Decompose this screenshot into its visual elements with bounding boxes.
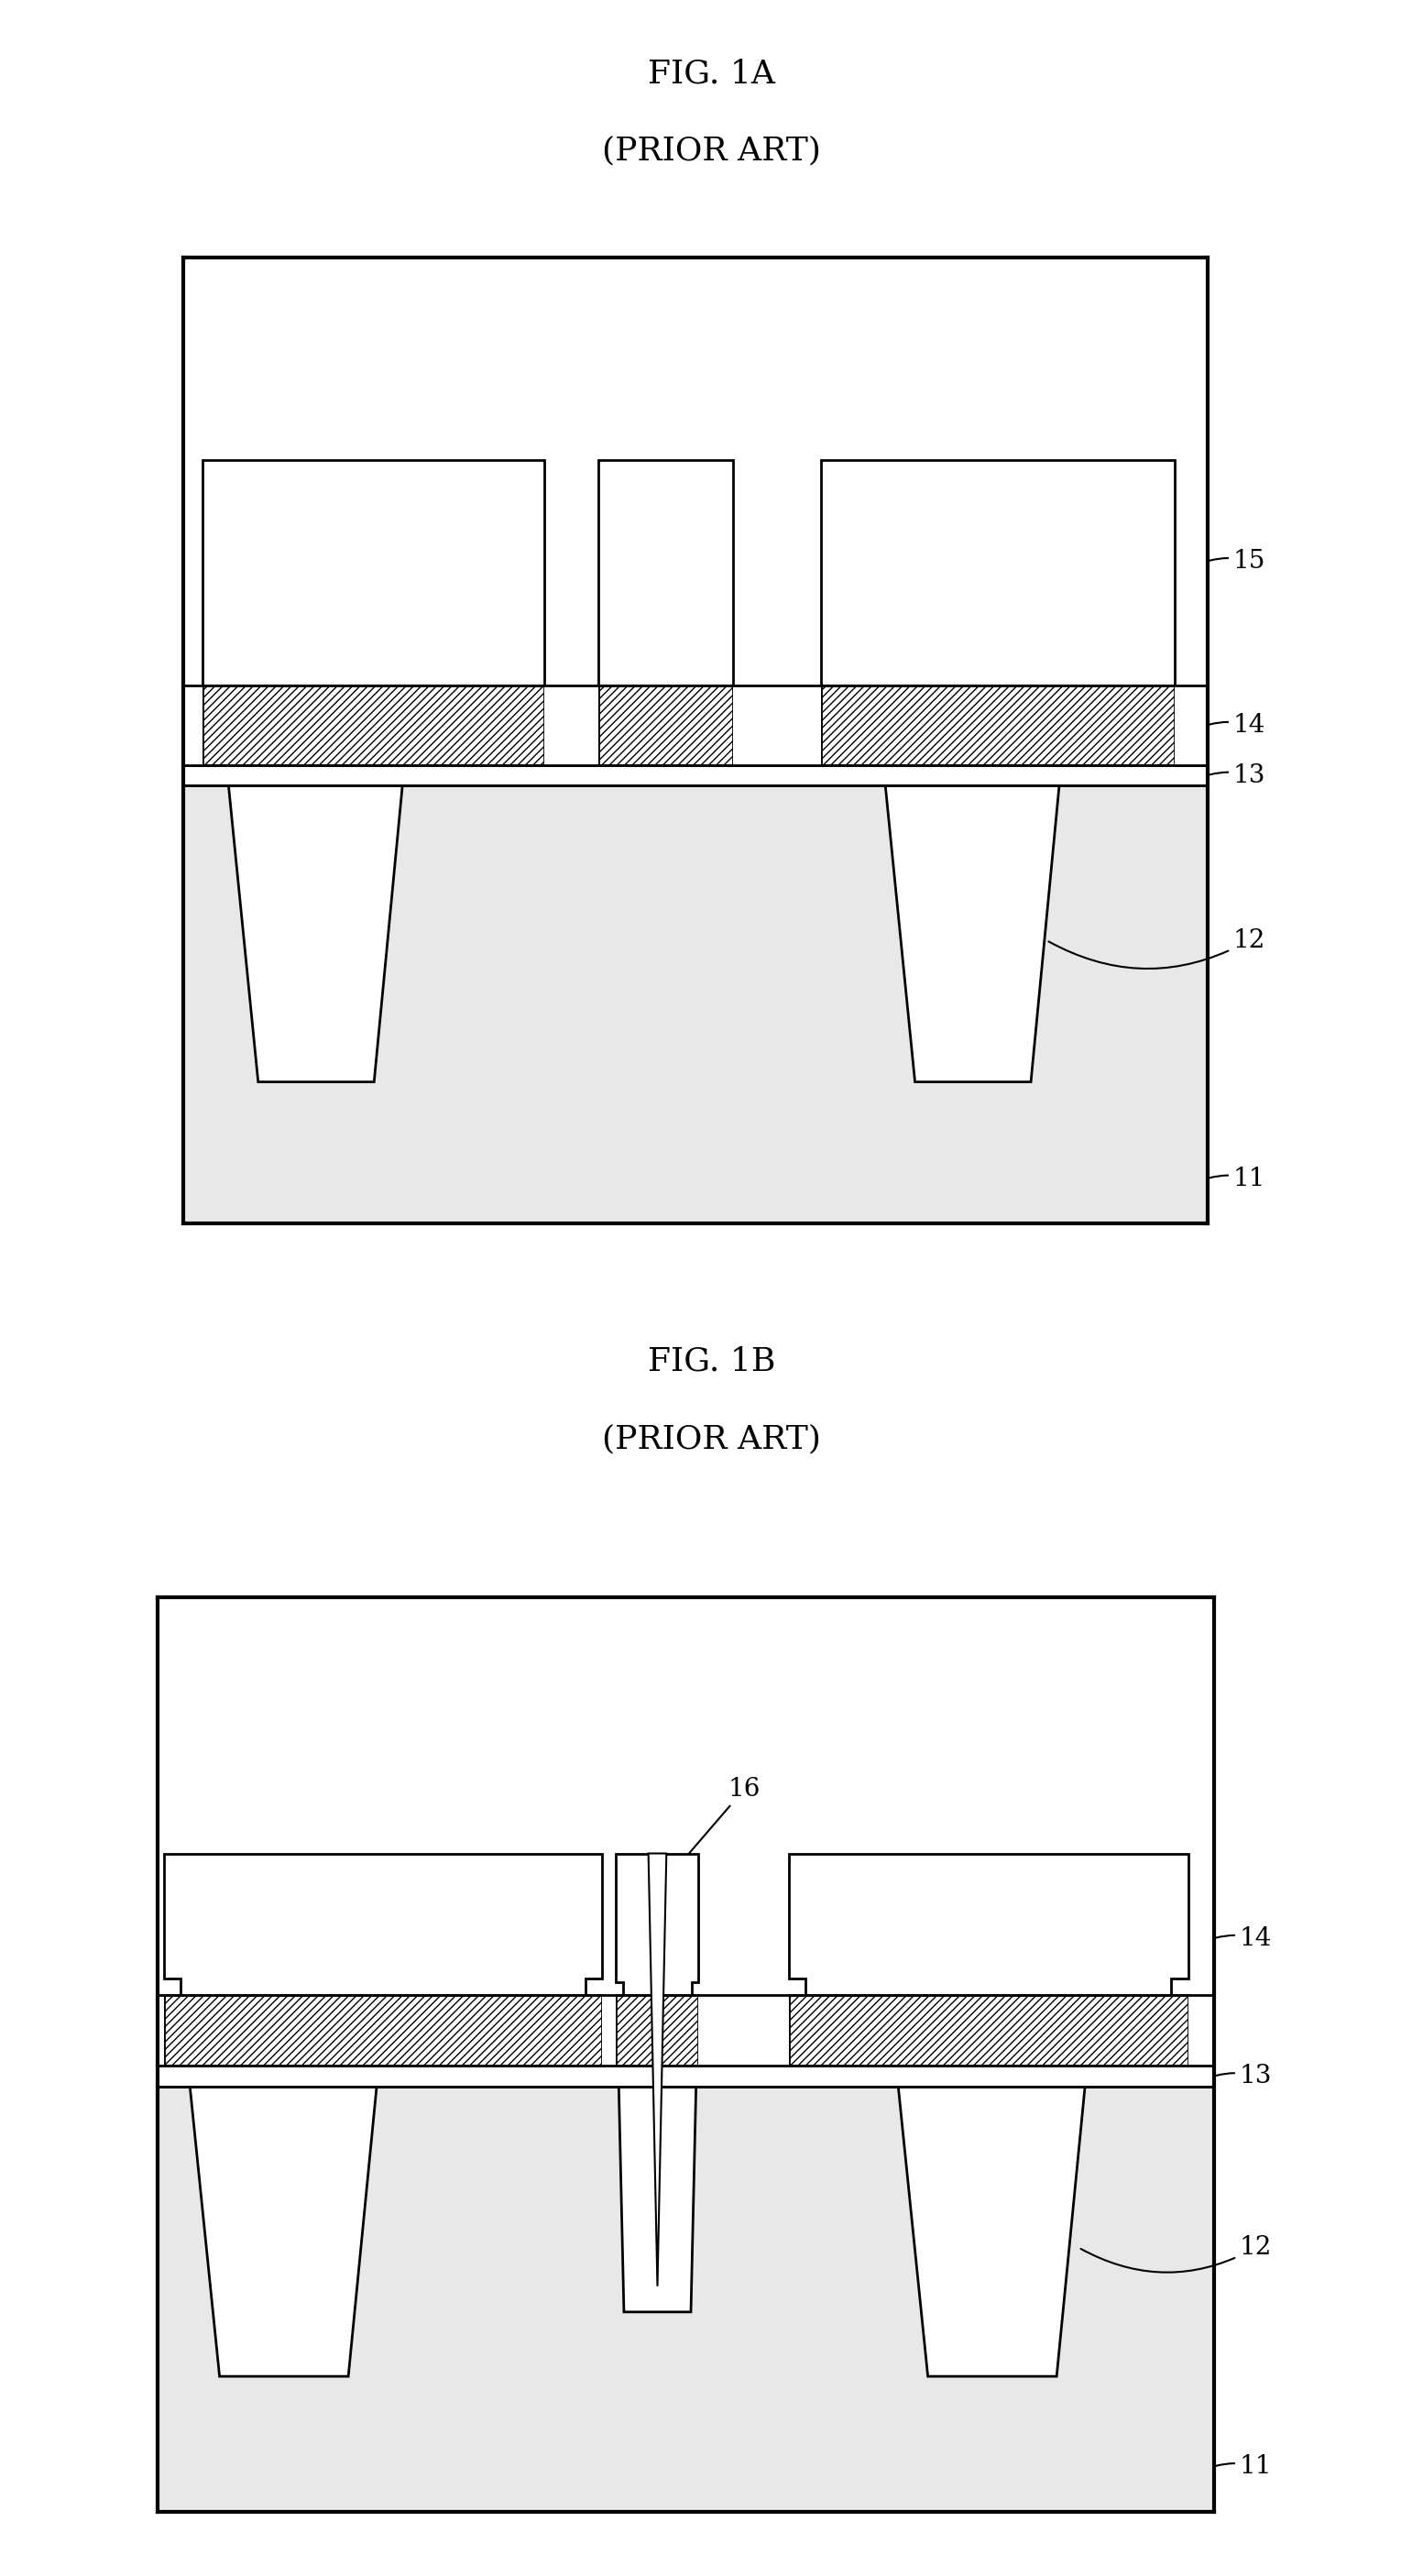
Bar	[616, 1994, 699, 2066]
Text: 13: 13	[1217, 2063, 1272, 2089]
Bar	[1188, 1994, 1214, 2066]
Bar	[203, 459, 544, 685]
Polygon shape	[619, 2087, 696, 2313]
Bar	[158, 2087, 1214, 2512]
Text: 15: 15	[1210, 549, 1265, 574]
Text: 14: 14	[1210, 714, 1265, 737]
Text: 16: 16	[665, 1777, 761, 1883]
Bar	[598, 685, 733, 765]
Bar	[821, 685, 1175, 765]
Bar	[699, 1994, 788, 2066]
Polygon shape	[788, 1855, 1188, 1994]
Polygon shape	[898, 2087, 1084, 2375]
Bar	[164, 1994, 602, 2066]
Polygon shape	[616, 1855, 699, 1994]
Bar	[184, 786, 1207, 1224]
Text: 12: 12	[1080, 2236, 1272, 2272]
Text: 13: 13	[1210, 762, 1265, 788]
Bar	[602, 1994, 616, 2066]
Polygon shape	[164, 1855, 602, 1994]
Text: FIG. 1B: FIG. 1B	[647, 1345, 776, 1378]
Bar	[184, 765, 1207, 786]
Polygon shape	[229, 786, 403, 1082]
Text: 14: 14	[1217, 1927, 1272, 1950]
Bar	[184, 685, 203, 765]
Bar	[788, 1994, 1188, 2066]
Bar	[158, 2066, 1214, 2087]
Bar	[158, 1994, 164, 2066]
Polygon shape	[885, 786, 1059, 1082]
Polygon shape	[189, 2087, 377, 2375]
Text: 11: 11	[1210, 1167, 1265, 1190]
Text: (PRIOR ART): (PRIOR ART)	[602, 1422, 821, 1455]
Polygon shape	[649, 1855, 666, 2287]
Text: (PRIOR ART): (PRIOR ART)	[602, 137, 821, 167]
Text: 11: 11	[1217, 2455, 1272, 2478]
Text: 12: 12	[1049, 927, 1265, 969]
Bar	[598, 459, 733, 685]
Bar	[821, 459, 1175, 685]
Bar	[733, 685, 821, 765]
Text: FIG. 1A: FIG. 1A	[647, 57, 776, 90]
Bar	[1175, 685, 1207, 765]
Bar	[544, 685, 598, 765]
Bar	[203, 685, 544, 765]
